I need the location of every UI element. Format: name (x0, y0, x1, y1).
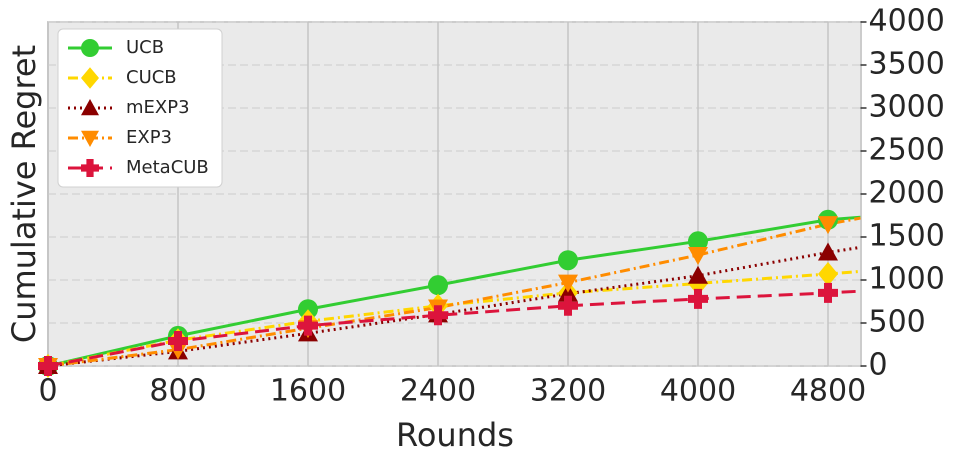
marker (298, 315, 318, 336)
marker (81, 67, 99, 89)
marker (558, 283, 578, 302)
legend-label: UCB (126, 37, 164, 58)
y-tick-label: 2500 (869, 133, 945, 168)
x-tick-label: 4000 (660, 374, 736, 409)
legend-label: MetaCUB (126, 157, 209, 178)
legend-label: EXP3 (126, 127, 172, 148)
legend: UCB CUCB mEXP3 EXP3 MetaCUB (57, 28, 223, 188)
marker (818, 242, 838, 261)
marker (688, 265, 708, 284)
x-axis-label: Rounds (396, 416, 514, 454)
legend-label: CUCB (126, 67, 177, 88)
marker (298, 299, 318, 320)
marker (428, 305, 448, 326)
y-tick-label: 4000 (869, 4, 945, 39)
x-tick-label: 1600 (270, 374, 346, 409)
marker (81, 99, 99, 116)
y-tick-label: 0 (869, 348, 888, 383)
y-tick-label: 2000 (869, 176, 945, 211)
x-tick-label: 800 (149, 374, 206, 409)
y-tick-label: 3500 (869, 47, 945, 82)
marker (81, 39, 99, 57)
marker (818, 282, 838, 303)
series-line (47, 289, 861, 368)
marker (168, 331, 188, 352)
y-tick-label: 1000 (869, 262, 945, 297)
marker (688, 247, 708, 266)
marker (558, 274, 578, 293)
x-tick-label: 3200 (530, 374, 606, 409)
marker (81, 159, 99, 177)
y-tick-label: 3000 (869, 90, 945, 125)
marker (818, 261, 838, 286)
series-line (47, 215, 861, 368)
marker (818, 216, 838, 235)
marker (688, 288, 708, 309)
marker (558, 250, 578, 271)
marker (688, 231, 708, 252)
x-tick-label: 4800 (790, 374, 866, 409)
x-tick-label: 2400 (400, 374, 476, 409)
legend-label: mEXP3 (126, 97, 190, 118)
marker (38, 356, 58, 376)
y-tick-label: 1500 (869, 219, 945, 254)
y-tick-label: 500 (869, 305, 926, 340)
y-axis-label: Cumulative Regret (5, 45, 43, 343)
marker (558, 295, 578, 316)
marker (428, 275, 448, 296)
x-tick-label: 0 (38, 374, 57, 409)
series-line (47, 216, 861, 368)
marker (81, 130, 99, 147)
legend-box (57, 28, 223, 188)
